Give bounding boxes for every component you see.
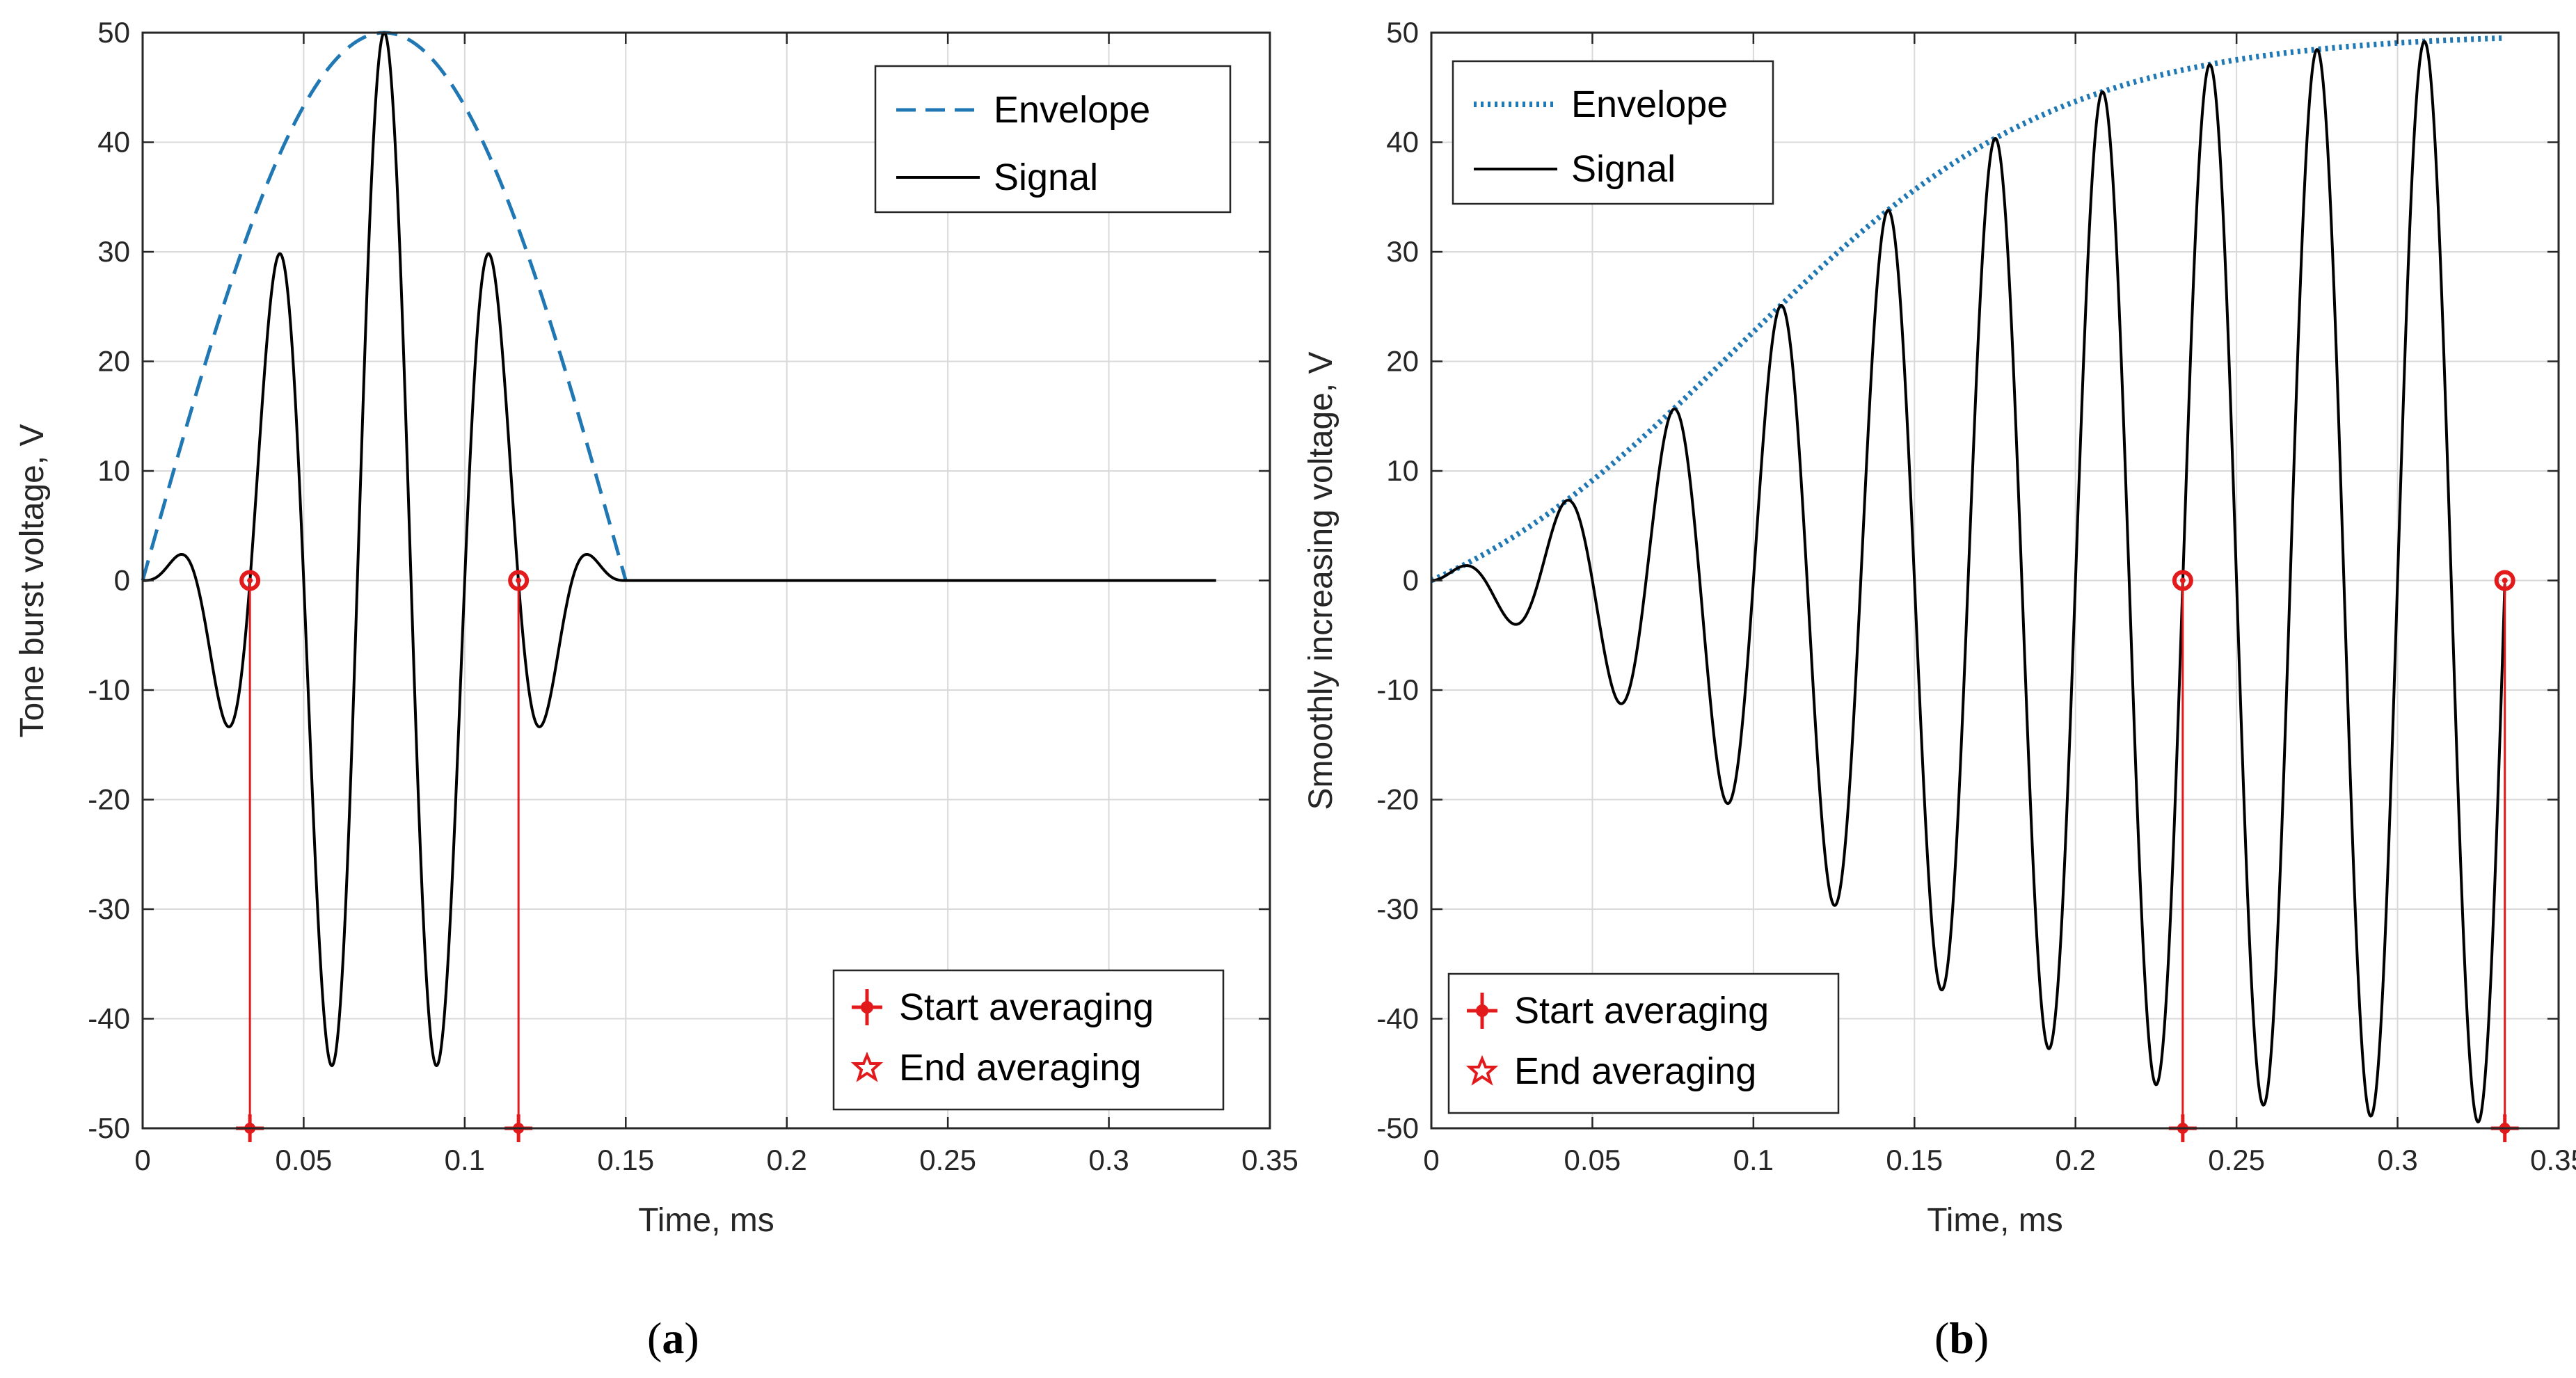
- averaging-marker-top: [508, 570, 530, 591]
- legend-box: [1447, 972, 1840, 1114]
- x-tick-label: 0.25: [2208, 1144, 2265, 1176]
- x-tick-label: 0: [1423, 1144, 1439, 1176]
- y-tick-label: 10: [97, 454, 130, 487]
- signal-line: [1431, 40, 2506, 1123]
- y-tick-label: 50: [97, 16, 130, 49]
- y-tick-label: -30: [1376, 892, 1419, 925]
- x-tick-label: 0.05: [1564, 1144, 1621, 1176]
- legend-signal-label: Signal: [994, 157, 1098, 198]
- chart-a-legend-markers: Start averaging End averaging: [832, 969, 1225, 1111]
- y-tick-label: 40: [1386, 126, 1419, 159]
- y-tick-label: -40: [1376, 1002, 1419, 1035]
- x-tick-label: 0.3: [1088, 1144, 1129, 1176]
- x-tick-label: 0.1: [445, 1144, 485, 1176]
- legend-envelope-label: Envelope: [994, 89, 1150, 131]
- legend-end-label: End averaging: [1514, 1050, 1756, 1092]
- x-tick-label: 0.2: [767, 1144, 807, 1176]
- chart-a: 0 0.05 0.1 0.15 0.2 0.25 0.3 0.35 -50 -40 -30 -20 -1…: [14, 16, 1298, 1363]
- x-tick-label: 0.25: [919, 1144, 976, 1176]
- y-tick-label: -50: [88, 1112, 130, 1144]
- signal-line: [142, 31, 1217, 1068]
- averaging-marker-top-dot: [2502, 577, 2508, 584]
- y-tick-label: 20: [1386, 345, 1419, 378]
- y-tick-label: -30: [88, 892, 130, 925]
- y-tick-label: -20: [88, 783, 130, 816]
- averaging-marker-top: [239, 570, 261, 591]
- y-tick-label: 30: [1386, 235, 1419, 268]
- x-tick-label: 0.2: [2056, 1144, 2096, 1176]
- x-tick-label: 0.05: [276, 1144, 333, 1176]
- chart-a-y-axis-label: Tone burst voltage, V: [14, 424, 51, 738]
- y-tick-label: 0: [114, 564, 130, 597]
- y-tick-label: 50: [1386, 16, 1419, 49]
- y-tick-label: -20: [1376, 783, 1419, 816]
- averaging-marker-top-dot: [516, 577, 522, 584]
- chart-b-series: [1429, 35, 2507, 1123]
- chart-b-legend-lines: Envelope Signal: [1452, 60, 1774, 205]
- x-tick-label: 0.15: [1886, 1144, 1943, 1176]
- chart-b-panel-label: (b): [1934, 1313, 1989, 1363]
- y-tick-label: -50: [1376, 1112, 1419, 1144]
- chart-b-legend-markers: Start averaging End averaging: [1447, 972, 1840, 1114]
- x-tick-label: 0.15: [597, 1144, 654, 1176]
- x-tick-label: 0.35: [2530, 1144, 2576, 1176]
- chart-b-x-axis-label: Time, ms: [1927, 1202, 2063, 1239]
- averaging-marker-top-dot: [2179, 577, 2186, 584]
- y-tick-label: -10: [1376, 673, 1419, 706]
- legend-box: [1452, 60, 1774, 205]
- legend-end-label: End averaging: [899, 1047, 1141, 1089]
- chart-b-y-axis-label: Smoothly increasing voltage, V: [1303, 351, 1339, 810]
- chart-a-x-axis-label: Time, ms: [638, 1202, 774, 1239]
- chart-a-ticks: 0 0.05 0.1 0.15 0.2 0.25 0.3 0.35 -50 -40 -30 -20 -1…: [88, 16, 1298, 1176]
- averaging-marker-top: [2494, 570, 2515, 591]
- y-tick-label: 40: [97, 126, 130, 159]
- y-tick-label: 30: [97, 235, 130, 268]
- y-tick-label: 0: [1403, 564, 1419, 597]
- legend-start-label: Start averaging: [1514, 990, 1769, 1032]
- y-tick-label: 20: [97, 345, 130, 378]
- legend-envelope-label: Envelope: [1571, 83, 1728, 125]
- legend-start-marker: [852, 989, 882, 1025]
- legend-box: [874, 65, 1232, 214]
- y-tick-label: 10: [1386, 454, 1419, 487]
- chart-b-ticks: 0 0.05 0.1 0.15 0.2 0.25 0.3 0.35 -50 -40 -30 -20 -1…: [1376, 16, 2576, 1176]
- averaging-marker-top: [2172, 570, 2193, 591]
- y-tick-label: -10: [88, 673, 130, 706]
- envelope-line: [1429, 35, 2507, 584]
- x-tick-label: 0.1: [1733, 1144, 1774, 1176]
- chart-a-panel-label: (a): [647, 1313, 699, 1363]
- chart-a-legend-lines: Envelope Signal: [874, 65, 1232, 214]
- x-tick-label: 0.35: [1241, 1144, 1298, 1176]
- y-tick-label: -40: [88, 1002, 130, 1035]
- legend-end-marker: [1465, 1055, 1499, 1086]
- legend-signal-label: Signal: [1571, 148, 1676, 190]
- legend-start-label: Start averaging: [899, 986, 1154, 1028]
- x-tick-label: 0.3: [2377, 1144, 2417, 1176]
- averaging-marker-top-dot: [247, 577, 253, 584]
- chart-b: 0 0.05 0.1 0.15 0.2 0.25 0.3 0.35 -50 -40 -30 -20 -1…: [1303, 16, 2576, 1363]
- legend-end-marker: [850, 1051, 884, 1082]
- x-tick-label: 0: [134, 1144, 150, 1176]
- legend-box: [832, 969, 1225, 1111]
- legend-start-marker: [1467, 993, 1497, 1029]
